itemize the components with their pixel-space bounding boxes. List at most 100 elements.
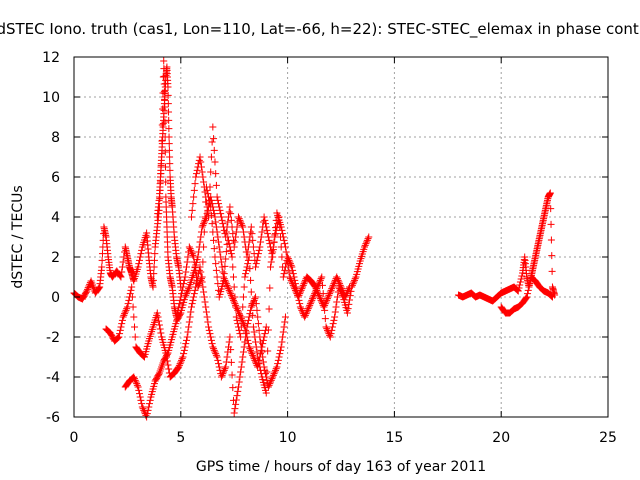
data-point [326,333,334,341]
data-point [316,276,324,284]
data-point [116,272,124,280]
data-point [253,361,261,369]
data-point [222,255,230,263]
data-point [284,263,292,271]
data-point [260,213,268,221]
data-point [326,331,334,339]
data-point [277,223,285,231]
data-point [185,285,193,293]
data-point [271,230,279,238]
data-point [229,273,237,281]
data-point [165,146,173,154]
data-point [244,256,252,264]
data-point [244,340,252,348]
data-point [165,365,173,373]
data-point [98,263,106,271]
data-point [195,156,203,164]
data-point [321,301,329,309]
data-point [315,291,323,299]
data-point [335,278,343,286]
data-point [262,326,270,334]
data-point [523,293,531,301]
data-point [258,228,266,236]
data-point [286,273,294,281]
data-point [351,276,359,284]
data-point [312,285,320,293]
data-point [270,370,278,378]
data-point [118,268,126,276]
data-point [222,233,230,241]
data-point [221,262,229,270]
chart-title: dSTEC Iono. truth (cas1, Lon=110, Lat=-6… [0,20,640,39]
data-point [301,311,309,319]
data-point [175,303,183,311]
data-point [134,383,142,391]
data-point [190,186,198,194]
data-point [164,100,172,108]
plot-frame [73,56,609,418]
data-markers [70,57,559,421]
data-point [324,293,332,301]
data-point [143,410,151,418]
y-tick-label: -4 [46,370,60,386]
data-point [281,313,289,321]
data-point [116,326,124,334]
y-tick-label: 6 [51,170,60,186]
data-point [219,220,227,228]
data-point [546,189,554,197]
data-point [187,308,195,316]
data-point [212,260,220,268]
data-point [252,260,260,268]
data-point [228,293,236,301]
data-point [231,238,239,246]
data-point [215,243,223,251]
data-point [130,373,138,381]
data-point [276,346,284,354]
data-point [243,253,251,261]
data-point [210,236,218,244]
data-point [120,311,128,319]
data-point [269,253,277,261]
data-point [238,221,246,229]
data-point [236,330,244,338]
data-point [328,326,336,334]
data-point [200,293,208,301]
data-point [118,320,126,328]
data-point [215,363,223,371]
data-point [165,116,173,124]
data-point [192,170,200,178]
data-point [232,303,240,311]
data-point [181,343,189,351]
x-axis-label: GPS time / hours of day 163 of year 2011 [196,459,486,475]
data-point [525,283,533,291]
data-point [333,298,341,306]
data-point [188,300,196,308]
data-point [196,263,204,271]
data-point [223,281,231,289]
data-point [182,290,190,298]
data-point [239,228,247,236]
data-point [187,246,195,254]
data-point [249,353,257,361]
data-point [210,135,218,143]
data-point [220,366,228,374]
data-point [516,281,524,289]
data-point [247,303,255,311]
y-tick-label: 12 [42,50,60,66]
data-point [131,333,139,341]
data-point [236,311,244,319]
data-point [225,240,233,248]
data-point [164,83,172,91]
data-point [176,310,184,318]
data-point [322,298,330,306]
data-point [95,284,103,292]
data-point [301,313,309,321]
data-point [227,216,235,224]
data-point [234,387,242,395]
data-point [328,283,336,291]
data-point [145,403,153,411]
data-point [180,350,188,358]
data-point [175,363,183,371]
data-point [187,248,195,256]
data-point [149,283,157,291]
